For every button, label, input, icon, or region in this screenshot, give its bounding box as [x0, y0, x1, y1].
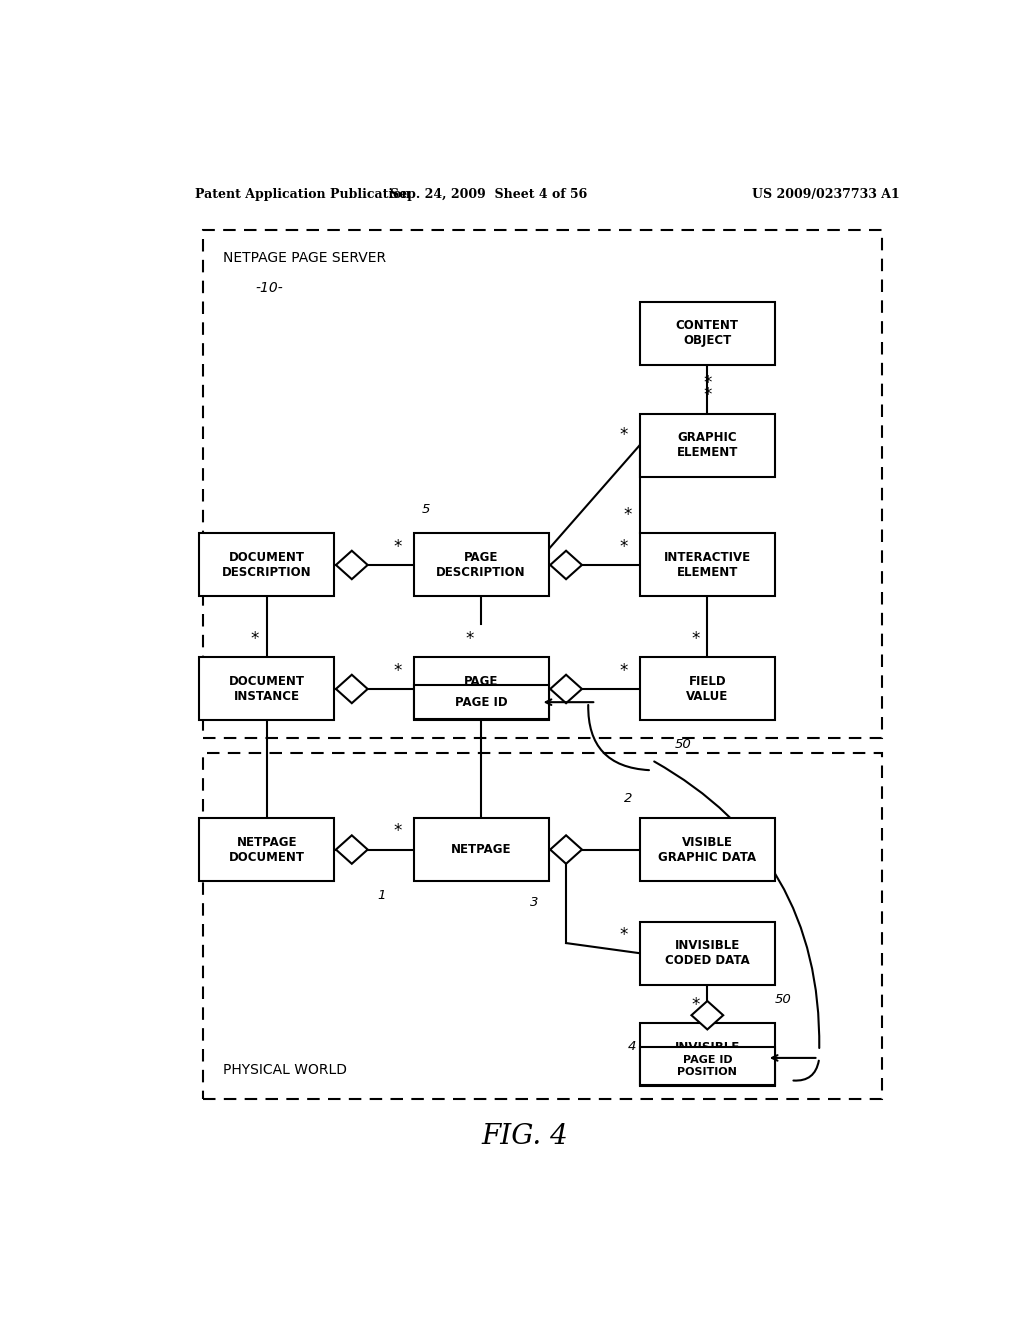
- Text: *: *: [620, 537, 628, 556]
- FancyBboxPatch shape: [200, 657, 334, 721]
- Text: *: *: [393, 661, 402, 680]
- Polygon shape: [691, 1001, 723, 1030]
- Text: PHYSICAL WORLD: PHYSICAL WORLD: [223, 1063, 347, 1077]
- Text: Patent Application Publication: Patent Application Publication: [196, 189, 411, 202]
- Text: VISIBLE
GRAPHIC DATA: VISIBLE GRAPHIC DATA: [658, 836, 757, 863]
- Text: 1: 1: [378, 888, 386, 902]
- Polygon shape: [550, 675, 582, 704]
- FancyBboxPatch shape: [414, 657, 549, 721]
- Text: *: *: [465, 630, 473, 648]
- Text: NETPAGE: NETPAGE: [451, 843, 511, 857]
- Text: Sep. 24, 2009  Sheet 4 of 56: Sep. 24, 2009 Sheet 4 of 56: [390, 189, 588, 202]
- Text: 50: 50: [774, 994, 792, 1006]
- Text: FIELD
VALUE: FIELD VALUE: [686, 675, 728, 704]
- Text: INVISIBLE
TAG: INVISIBLE TAG: [675, 1041, 740, 1069]
- Text: *: *: [703, 374, 712, 392]
- FancyBboxPatch shape: [640, 1023, 775, 1086]
- Text: 4: 4: [628, 1040, 636, 1053]
- Text: -10-: -10-: [255, 281, 283, 296]
- FancyBboxPatch shape: [640, 413, 775, 477]
- FancyBboxPatch shape: [640, 302, 775, 364]
- Polygon shape: [550, 836, 582, 863]
- FancyBboxPatch shape: [640, 818, 775, 880]
- Text: *: *: [620, 661, 628, 680]
- Text: 50: 50: [675, 738, 692, 751]
- FancyBboxPatch shape: [414, 818, 549, 880]
- Text: *: *: [393, 537, 402, 556]
- Text: PAGE ID
POSITION: PAGE ID POSITION: [678, 1055, 737, 1077]
- Text: INVISIBLE
CODED DATA: INVISIBLE CODED DATA: [665, 940, 750, 968]
- Text: PAGE ID: PAGE ID: [455, 696, 508, 709]
- FancyBboxPatch shape: [414, 533, 549, 597]
- Text: DOCUMENT
DESCRIPTION: DOCUMENT DESCRIPTION: [222, 550, 311, 579]
- Text: FIG. 4: FIG. 4: [481, 1123, 568, 1150]
- FancyBboxPatch shape: [640, 657, 775, 721]
- Text: 2: 2: [624, 792, 632, 805]
- Text: INTERACTIVE
ELEMENT: INTERACTIVE ELEMENT: [664, 550, 751, 579]
- FancyBboxPatch shape: [640, 921, 775, 985]
- FancyBboxPatch shape: [414, 685, 549, 719]
- Text: CONTENT
OBJECT: CONTENT OBJECT: [676, 319, 739, 347]
- Text: *: *: [251, 630, 259, 648]
- Text: US 2009/0237733 A1: US 2009/0237733 A1: [753, 189, 900, 202]
- Text: *: *: [703, 387, 712, 404]
- Text: 5: 5: [422, 503, 430, 516]
- FancyBboxPatch shape: [200, 818, 334, 880]
- Polygon shape: [336, 836, 368, 863]
- Polygon shape: [336, 675, 368, 704]
- Text: DOCUMENT
INSTANCE: DOCUMENT INSTANCE: [229, 675, 305, 704]
- Text: *: *: [620, 426, 628, 444]
- Text: *: *: [691, 997, 699, 1014]
- FancyBboxPatch shape: [640, 1047, 775, 1085]
- FancyBboxPatch shape: [200, 533, 334, 597]
- Text: NETPAGE PAGE SERVER: NETPAGE PAGE SERVER: [223, 251, 386, 265]
- Text: PAGE
INSTANCE: PAGE INSTANCE: [449, 675, 514, 704]
- Text: *: *: [624, 506, 632, 524]
- Text: *: *: [393, 822, 402, 841]
- Text: PAGE
DESCRIPTION: PAGE DESCRIPTION: [436, 550, 526, 579]
- Text: *: *: [691, 630, 699, 648]
- FancyBboxPatch shape: [640, 533, 775, 597]
- Polygon shape: [550, 550, 582, 579]
- Text: NETPAGE
DOCUMENT: NETPAGE DOCUMENT: [229, 836, 305, 863]
- Polygon shape: [336, 550, 368, 579]
- Text: 3: 3: [530, 896, 539, 909]
- Text: GRAPHIC
ELEMENT: GRAPHIC ELEMENT: [677, 432, 738, 459]
- Text: *: *: [620, 925, 628, 944]
